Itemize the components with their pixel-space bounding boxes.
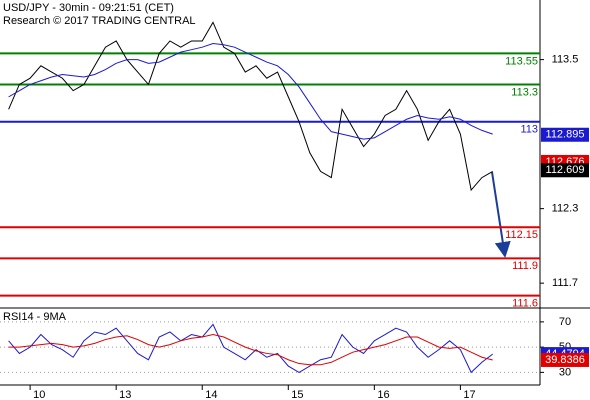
- level-label: 113: [520, 124, 538, 136]
- level-label: 113.3: [511, 86, 538, 98]
- chart-subtitle: Research © 2017 TRADING CENTRAL: [3, 15, 196, 27]
- y-tick-label: 30: [559, 366, 571, 378]
- x-tick-label: 13: [119, 389, 131, 400]
- y-tick-label: 113.5: [552, 54, 579, 66]
- price-tag: [541, 127, 589, 142]
- price-tag-label: 112.609: [546, 164, 585, 176]
- price-tag-label: 112.895: [546, 129, 585, 141]
- series-line: [8, 21, 493, 192]
- x-tick-label: 17: [463, 389, 475, 400]
- x-tick-label: 10: [33, 389, 45, 400]
- price-tag: [541, 352, 589, 367]
- x-tick-label: 15: [291, 389, 303, 400]
- x-tick-label: 16: [377, 389, 389, 400]
- y-tick-label: 112.3: [552, 203, 579, 215]
- level-label: 112.15: [505, 229, 538, 241]
- rsi-title: RSI14 - 9MA: [3, 311, 67, 323]
- level-label: 111.9: [512, 260, 538, 272]
- projection-arrow: [491, 171, 511, 258]
- level-label: 111.6: [512, 297, 538, 309]
- series-line: [8, 323, 493, 374]
- chart-title: USD/JPY - 30min - 09:21:51 (CET): [3, 2, 174, 14]
- price-tag: [541, 163, 589, 178]
- series-line: [8, 42, 493, 140]
- y-tick-label: 111.7: [552, 277, 578, 289]
- level-label: 113.55: [505, 55, 538, 67]
- y-tick-label: 70: [559, 316, 571, 328]
- price-tag-label: 39.8386: [545, 354, 585, 366]
- series-line: [8, 333, 493, 366]
- x-tick-label: 14: [205, 389, 217, 400]
